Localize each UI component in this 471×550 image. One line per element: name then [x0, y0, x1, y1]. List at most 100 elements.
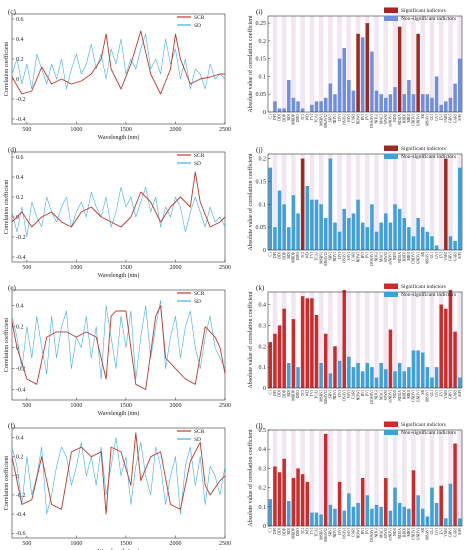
bar-dosavi [370, 51, 374, 112]
bar-brdi [402, 371, 407, 388]
bar-rdi [287, 362, 291, 388]
column-guide [420, 430, 426, 526]
bar-gvi [434, 367, 439, 388]
chart-panel-i: (i) 0 0.05 0.1 0.15 0.2 0.25 C1 DPI DDI DDP RDI MRDP… [247, 7, 463, 128]
column-guide [318, 430, 324, 526]
category-label: mNDVI [389, 527, 393, 540]
plot-frame [11, 151, 226, 263]
legend-label: Non-significant indictors [401, 429, 456, 436]
category-label: NDWI [356, 251, 360, 262]
bar-rvi [360, 371, 365, 388]
bar-brdi [402, 94, 407, 112]
column-guide [420, 16, 426, 112]
category-label: MRDP [292, 252, 296, 263]
bar-rvi [360, 478, 365, 526]
column-guide [291, 16, 296, 112]
category-label: GRVI [449, 251, 453, 261]
category-label: NDGI [375, 251, 379, 261]
bar-ndii [393, 87, 397, 112]
category-label: CNDVI [412, 251, 416, 264]
bar-evi [439, 104, 443, 112]
category-label: TCI [301, 251, 305, 258]
bar-mndvi [388, 510, 393, 526]
bar-mrii [407, 367, 411, 388]
bar-ndvi [333, 346, 337, 388]
category-label: DPI [273, 113, 277, 120]
column-guide [272, 16, 278, 112]
category-label: PVI [366, 527, 370, 534]
category-label: DDO [296, 528, 300, 536]
category-label: NDGI [375, 389, 379, 399]
column-guide [429, 154, 435, 250]
legend-label: Significant indictors [401, 421, 446, 428]
bar-msavi [425, 516, 430, 526]
category-label: VARI [444, 527, 448, 537]
category-label: TVI [310, 251, 314, 258]
legend-swatch [384, 15, 398, 21]
bar-gari [453, 331, 457, 388]
bar-mrdp [291, 478, 296, 526]
category-label: EVI [439, 251, 443, 258]
category-label: MACI [379, 251, 383, 262]
bar-rdi [287, 80, 291, 112]
panel-label: (e) [8, 284, 16, 292]
category-label: GARI [453, 527, 457, 537]
bar-gli [430, 97, 434, 112]
bar-msrvi [319, 204, 323, 250]
bar-grvi [448, 236, 453, 250]
bar-maci [379, 362, 383, 388]
bar-msavi2 [323, 433, 328, 526]
panel-label: (c) [8, 8, 16, 16]
y-tick-label: -0.2 [16, 235, 26, 241]
y-tick-label: 0.1 [259, 505, 267, 511]
category-label: GRVI [449, 113, 453, 123]
category-label: PVI [366, 251, 370, 258]
bar-osavi [342, 208, 346, 250]
bar-c1 [268, 499, 273, 526]
y-tick-label: 0 [16, 215, 19, 221]
column-guide [355, 430, 361, 526]
category-label: SRVI [329, 389, 333, 398]
category-label: BRDI [403, 251, 407, 261]
bar-savi [347, 218, 351, 250]
legend-swatch [384, 421, 398, 427]
bar-ddi [277, 190, 282, 250]
column-guide [457, 430, 462, 526]
category-label: NDIIA [398, 528, 402, 539]
category-label: BRDI [403, 389, 407, 399]
bar-tvi [310, 199, 314, 250]
category-label: TCAI [315, 389, 319, 399]
category-label: OSAVI [342, 113, 346, 125]
category-label: GVI [435, 251, 439, 258]
x-tick-label: 1500 [120, 403, 132, 409]
bar-pvi [365, 495, 370, 526]
column-guide [328, 430, 333, 526]
category-label: MRII [407, 113, 411, 122]
category-label: MSAVI [426, 251, 430, 263]
y-tick-label: 0.2 [16, 57, 24, 63]
category-label: MSAVI2 [324, 528, 328, 542]
column-guide [401, 16, 407, 112]
column-guide [383, 154, 389, 250]
category-label: NDVI [333, 527, 337, 537]
legend-swatch [384, 7, 398, 13]
bar-wd [305, 186, 310, 250]
category-label: NDII [393, 389, 397, 398]
plot-frame [267, 429, 463, 527]
column-guide [337, 154, 342, 250]
y-tick-label: -0.4 [16, 255, 26, 261]
category-label: DDP [282, 528, 286, 536]
y-tick-label: 0.05 [256, 225, 267, 231]
bar-vari [444, 158, 448, 250]
category-label: SR [421, 252, 425, 257]
category-label: C1 [269, 114, 273, 119]
y-tick-label: 0.15 [256, 179, 267, 185]
series-line-sd [11, 300, 226, 380]
category-label: GVI [435, 389, 439, 396]
bar-gndvi [416, 495, 420, 526]
bar-rdi [287, 227, 291, 250]
bar-cndvi [411, 470, 416, 526]
category-label: DDP [282, 252, 286, 260]
